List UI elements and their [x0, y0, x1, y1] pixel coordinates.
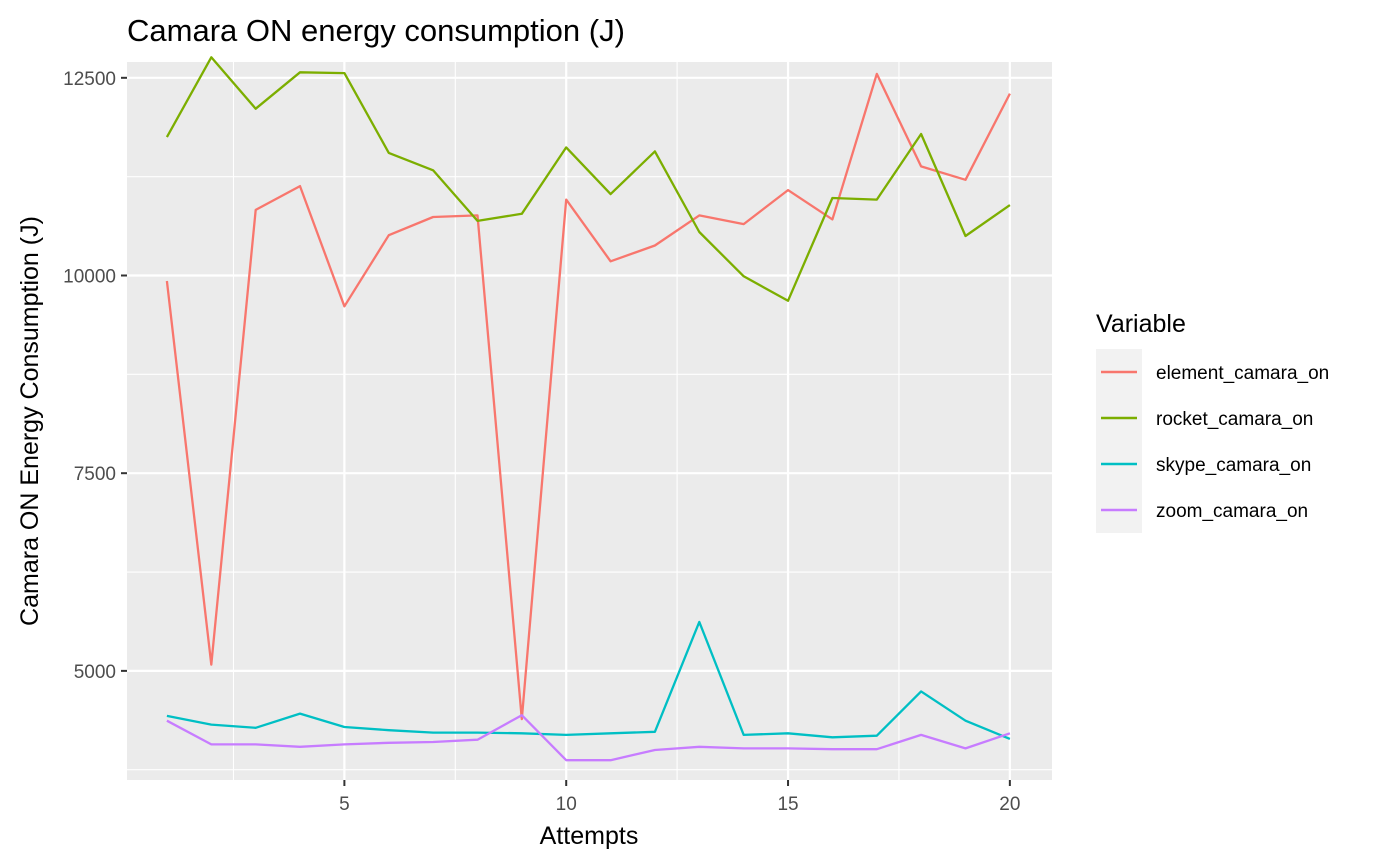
x-tick-label: 10	[556, 794, 577, 815]
series-lines	[165, 56, 1011, 762]
legend-key-background	[1096, 349, 1142, 533]
y-tick-label: 5000	[74, 662, 116, 683]
y-tick-label: 12500	[63, 69, 116, 90]
x-tick-label: 20	[999, 794, 1020, 815]
y-axis-title: Camara ON Energy Consumption (J)	[16, 216, 44, 626]
x-axis: 5 10 15 20	[339, 780, 1020, 815]
major-gridlines	[127, 62, 1052, 780]
series-line-rocket_camara_on	[165, 56, 1011, 302]
x-axis-title: Attempts	[540, 822, 639, 850]
legend-label-rocket_camara_on: rocket_camara_on	[1156, 409, 1313, 430]
y-tick-label: 7500	[74, 464, 116, 485]
legend-label-zoom_camara_on: zoom_camara_on	[1156, 501, 1308, 522]
legend-title: Variable	[1096, 310, 1186, 338]
legend: Variable element_camara_on rocket_camara_…	[1096, 310, 1329, 533]
legend-label-element_camara_on: element_camara_on	[1156, 363, 1329, 384]
plot-panel	[127, 62, 1052, 780]
y-axis: 5000 7500 10000 12500	[63, 69, 127, 683]
x-tick-label: 5	[339, 794, 350, 815]
series-line-skype_camara_on	[166, 620, 1011, 740]
x-tick-label: 15	[777, 794, 798, 815]
legend-label-skype_camara_on: skype_camara_on	[1156, 455, 1311, 476]
chart-title: Camara ON energy consumption (J)	[127, 13, 625, 48]
y-tick-label: 10000	[63, 267, 116, 288]
minor-gridlines	[127, 62, 1052, 780]
series-line-element_camara_on	[165, 72, 1011, 721]
series-line-zoom_camara_on	[166, 714, 1011, 762]
